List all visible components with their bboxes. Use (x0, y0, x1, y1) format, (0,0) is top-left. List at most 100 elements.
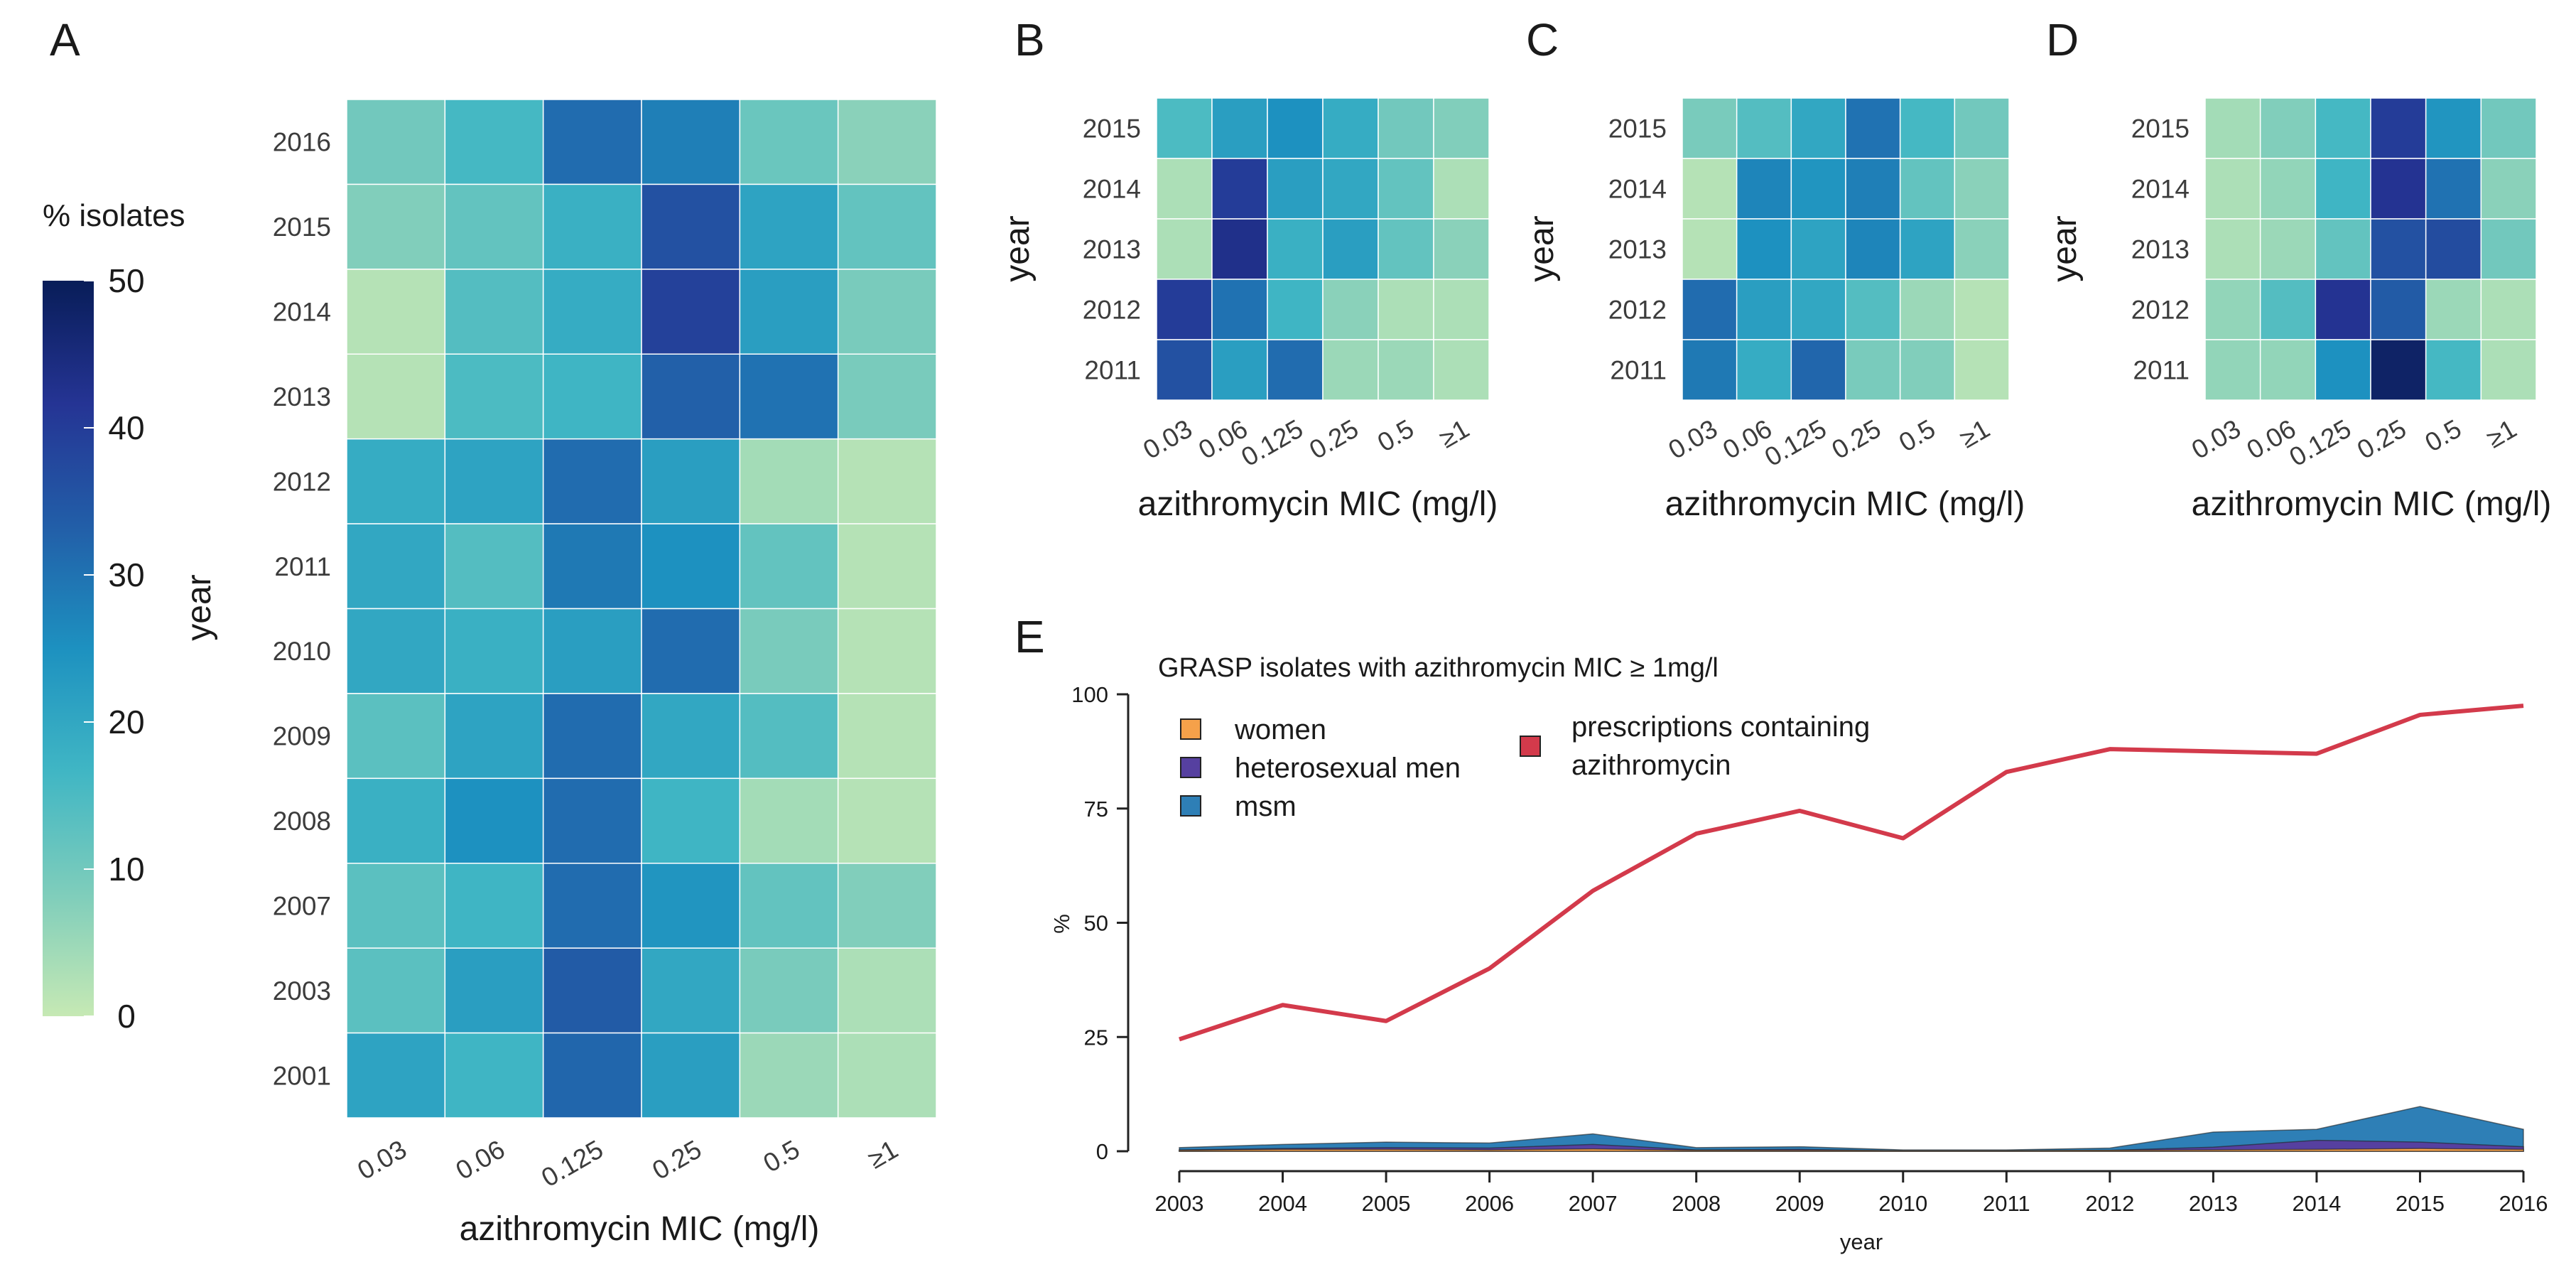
heatmap-cell (542, 777, 642, 864)
heatmap-cell (2370, 158, 2427, 220)
heatmap-cell (346, 353, 446, 440)
legend-label-msm: msm (1235, 791, 1297, 822)
heatmap-cell (2204, 158, 2261, 220)
heatmap-cell (1211, 339, 1268, 401)
heatmap-cell (641, 269, 741, 355)
heatmap-cell (1954, 339, 2010, 401)
heatmap-cell (1211, 158, 1268, 220)
colorbar-tick-label: 40 (108, 409, 144, 446)
heatmap-cell (1433, 97, 1490, 159)
panel-e-x-tick-label: 2004 (1258, 1191, 1307, 1216)
panel-e-xlabel: year (1840, 1229, 1883, 1254)
heatmap-cell (1322, 158, 1379, 220)
colorbar-tick-label: 0 (117, 998, 136, 1035)
colorbar-tick-label: 20 (108, 704, 144, 740)
heatmap-cell (1378, 218, 1434, 280)
heatmap-cell (837, 947, 937, 1034)
panel-d-xlabel: azithromycin MIC (mg/l) (2192, 485, 2552, 523)
heatmap-cell (1845, 218, 1901, 280)
heatmap-cell (444, 99, 544, 185)
heatmap-cell (444, 693, 544, 780)
y-tick-label: 2016 (273, 128, 331, 157)
heatmap-cell (641, 1032, 741, 1119)
y-tick-label: 2012 (1608, 296, 1667, 325)
heatmap-cell (1156, 158, 1213, 220)
heatmap-cell (1682, 339, 1738, 401)
y-tick-label: 2014 (2131, 175, 2190, 204)
heatmap-cell (1378, 158, 1434, 220)
x-tick-label: 0.03 (1138, 414, 1197, 465)
heatmap-cell (641, 353, 741, 440)
heatmap-cell (1267, 158, 1324, 220)
heatmap-cell (1790, 339, 1846, 401)
heatmap-cell (2370, 279, 2427, 340)
heatmap-cell (2259, 158, 2317, 220)
area-msm (1179, 1106, 2524, 1152)
heatmap-cell (1433, 218, 1490, 280)
colorbar-tick-label: 10 (108, 851, 144, 888)
heatmap-cell (837, 269, 937, 355)
heatmap-cell (641, 523, 741, 610)
heatmap-cell (346, 438, 446, 524)
panel-e-x-tick-label: 2016 (2499, 1191, 2548, 1216)
y-tick-label: 2013 (1083, 235, 1141, 264)
y-tick-label: 2013 (2131, 235, 2190, 264)
heatmap-cell (542, 438, 642, 524)
heatmap-cell (1433, 158, 1490, 220)
panel-e-y-tick-label: 25 (1084, 1025, 1108, 1050)
heatmap-cell (1682, 158, 1738, 220)
heatmap-cell (2425, 279, 2482, 340)
heatmap-cell (1433, 279, 1490, 340)
area-line-chart-panel-e: GRASP isolates with azithromycin MIC ≥ 1… (1049, 653, 2548, 1254)
heatmap-cell (1790, 97, 1846, 159)
y-tick-label: 2015 (2131, 114, 2190, 144)
heatmap-cell (641, 693, 741, 780)
heatmap-cell (1899, 279, 1956, 340)
heatmap-cell (641, 99, 741, 185)
heatmap-cell (1736, 218, 1792, 280)
panel-letter-e: E (1014, 611, 1045, 662)
heatmap-cell (837, 1032, 937, 1119)
panel-e-x-tick-label: 2010 (1878, 1191, 1927, 1216)
panel-d-ylabel: year (2046, 215, 2084, 281)
heatmap-cell (2259, 218, 2317, 280)
x-tick-label: 0.125 (2284, 414, 2356, 472)
colorbar-title: % isolates (43, 198, 185, 233)
y-tick-label: 2009 (273, 722, 331, 751)
heatmap-cell (542, 353, 642, 440)
heatmap-cell (837, 693, 937, 780)
y-tick-label: 2012 (273, 467, 331, 496)
heatmap-cell (346, 693, 446, 780)
colorbar-tick-label: 50 (108, 262, 144, 299)
heatmap-cell (542, 99, 642, 185)
heatmap-cell (1378, 339, 1434, 401)
panel-e-y-tick-label: 50 (1084, 911, 1108, 936)
heatmap-cell (641, 947, 741, 1034)
heatmap-cell (1682, 218, 1738, 280)
panel-e-title: GRASP isolates with azithromycin MIC ≥ 1… (1158, 653, 1719, 683)
legend-label-prescriptions-line1: prescriptions containing (1571, 711, 1870, 743)
y-tick-label: 2013 (273, 382, 331, 411)
x-tick-label: 0.125 (536, 1134, 608, 1192)
heatmap-cell (641, 183, 741, 270)
heatmap-cell (1790, 279, 1846, 340)
heatmap-cell (1845, 158, 1901, 220)
legend-label-women: women (1234, 714, 1326, 745)
heatmap-cell (2480, 218, 2537, 280)
heatmap-cell (837, 99, 937, 185)
panel-c-ylabel: year (1523, 215, 1561, 281)
heatmap-cell (2480, 279, 2537, 340)
panel-e-y-tick-label: 100 (1071, 682, 1108, 707)
panel-e-x-tick-label: 2012 (2085, 1191, 2134, 1216)
legend-swatch-prescriptions (1520, 736, 1541, 757)
line-prescriptions (1179, 704, 2524, 1042)
x-tick-label: 0.03 (1663, 414, 1722, 465)
heatmap-cell (739, 183, 839, 270)
heatmap-cell (444, 947, 544, 1034)
heatmap-cell (641, 863, 741, 949)
heatmap-cell (2480, 158, 2537, 220)
heatmap-cell (2370, 218, 2427, 280)
heatmap-cell (346, 183, 446, 270)
panel-e-x-tick-label: 2015 (2396, 1191, 2445, 1216)
heatmap-cell (837, 863, 937, 949)
